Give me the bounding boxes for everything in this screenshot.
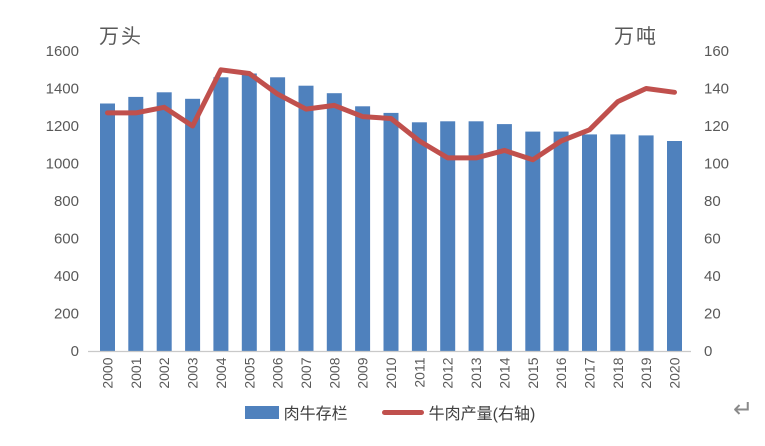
x-axis-tick-label-2012: 2012 [440, 357, 456, 388]
legend-bar-swatch-icon [244, 405, 279, 419]
legend-item-cattle-inventory: 肉牛存栏 [244, 400, 348, 424]
bar-2005 [241, 73, 257, 351]
x-axis-tick-label-2005: 2005 [241, 357, 257, 388]
bar-2006 [270, 77, 286, 352]
bar-2015 [525, 131, 541, 351]
x-axis-tick-label-2003: 2003 [185, 357, 201, 388]
x-axis-tick-label-2011: 2011 [411, 357, 427, 387]
legend-label-cattle-inventory: 肉牛存栏 [283, 406, 348, 423]
bar-2007 [298, 85, 314, 351]
right-axis-tick-label: 40 [704, 268, 721, 285]
x-axis-tick-label-2014: 2014 [496, 357, 512, 388]
right-axis-tick-label: 20 [704, 306, 721, 323]
right-axis-tick-label: 120 [704, 118, 729, 135]
bar-2009 [355, 106, 371, 351]
x-axis-tick-label-2010: 2010 [383, 357, 399, 388]
beef-production-line [105, 67, 677, 163]
bar-2011 [411, 122, 427, 352]
right-axis-tick-label: 140 [704, 81, 729, 98]
bar-2019 [638, 135, 654, 351]
x-axis-tick-label-2013: 2013 [468, 357, 484, 388]
left-axis-tick-label: 1200 [46, 118, 79, 135]
right-axis-tick-label: 160 [704, 43, 729, 60]
right-axis-unit-label: 万吨 [614, 26, 658, 48]
x-axis-tick-label-2002: 2002 [156, 357, 172, 388]
x-axis-tick-label-2018: 2018 [610, 357, 626, 388]
x-axis-tick-label-2020: 2020 [667, 357, 683, 388]
x-axis-tick-label-2008: 2008 [326, 357, 342, 388]
right-axis-tick-label: 80 [704, 193, 721, 210]
x-axis-tick-label-2007: 2007 [298, 357, 314, 388]
x-axis-tick-label-2000: 2000 [100, 357, 116, 388]
bar-2013 [468, 121, 484, 351]
x-axis-tick-label-2016: 2016 [553, 357, 569, 388]
x-axis-tick-label-2001: 2001 [128, 357, 144, 388]
legend-item-beef-production: 牛肉产量(右轴) [381, 400, 536, 424]
left-axis-tick-label: 1600 [46, 43, 79, 60]
bar-2004 [213, 77, 229, 352]
x-axis-tick-label-2009: 2009 [355, 357, 371, 388]
right-axis-tick-label: 0 [704, 343, 712, 360]
legend: 肉牛存栏 牛肉产量(右轴) [88, 400, 692, 424]
legend-line-swatch-icon [381, 409, 424, 415]
bar-2017 [582, 134, 597, 351]
x-axis-tick-label-2019: 2019 [638, 357, 654, 388]
bar-2000 [100, 103, 115, 351]
x-axis-tick-label-2004: 2004 [213, 357, 229, 388]
right-axis-tick-label: 100 [704, 156, 729, 173]
left-axis-tick-label: 400 [54, 268, 79, 285]
x-axis-tick-label-2015: 2015 [525, 357, 541, 388]
right-axis-tick-label: 60 [704, 231, 721, 248]
left-axis-tick-label: 0 [71, 343, 79, 360]
paragraph-return-mark-icon: ↵ [733, 396, 754, 423]
bar-2008 [326, 93, 342, 351]
left-axis-tick-label: 600 [54, 231, 79, 248]
x-axis-tick-label-2006: 2006 [270, 357, 286, 388]
left-axis-tick-label: 1400 [46, 81, 79, 98]
x-axis-tick-label-2017: 2017 [582, 357, 598, 388]
bar-2014 [496, 124, 512, 351]
left-axis-tick-label: 1000 [46, 156, 79, 173]
bar-2002 [156, 92, 172, 352]
left-axis-tick-label: 200 [54, 306, 79, 323]
bar-2010 [383, 112, 399, 352]
bar-2003 [185, 98, 201, 351]
left-axis-tick-label: 800 [54, 193, 79, 210]
bar-2020 [667, 141, 682, 351]
legend-label-beef-production: 牛肉产量(右轴) [428, 406, 536, 423]
bar-2001 [128, 96, 144, 352]
bar-2012 [440, 121, 456, 351]
bar-2016 [553, 131, 569, 351]
bar-2018 [610, 134, 626, 351]
left-axis-unit-label: 万头 [99, 26, 143, 48]
